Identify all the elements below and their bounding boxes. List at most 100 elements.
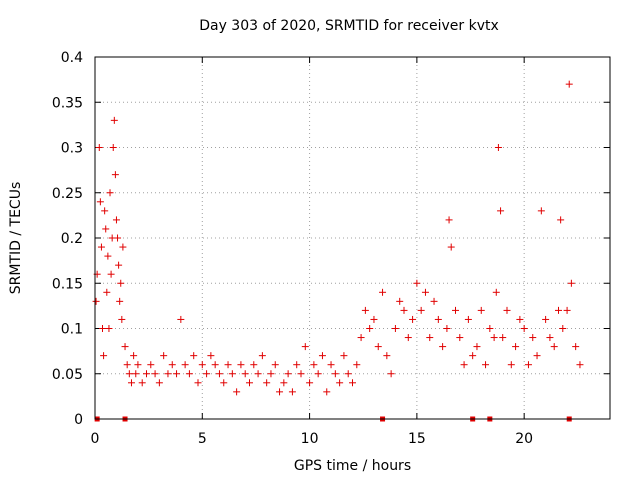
data-point: [118, 315, 126, 323]
data-point: [194, 379, 202, 387]
data-point: [280, 379, 288, 387]
chart-title: Day 303 of 2020, SRMTID for receiver kvt…: [199, 18, 499, 34]
data-point: [524, 361, 532, 369]
data-point: [404, 334, 412, 342]
data-point: [168, 361, 176, 369]
data-point: [155, 379, 163, 387]
y-tick-label: 0.4: [61, 50, 83, 66]
data-point: [97, 243, 105, 251]
y-tick-label: 0.25: [52, 186, 83, 202]
data-points: [92, 80, 584, 396]
data-point: [529, 334, 537, 342]
data-point: [499, 334, 507, 342]
data-point: [336, 379, 344, 387]
data-point: [276, 388, 284, 396]
data-point: [284, 370, 292, 378]
data-point: [130, 352, 138, 360]
data-point: [503, 306, 511, 314]
data-point: [114, 234, 122, 242]
data-point: [117, 279, 125, 287]
data-point: [203, 370, 211, 378]
data-point: [125, 370, 133, 378]
data-point: [557, 216, 565, 224]
data-point: [413, 279, 421, 287]
data-point: [443, 325, 451, 332]
data-point: [430, 297, 438, 305]
y-tick-label: 0.15: [52, 276, 83, 292]
data-point: [134, 361, 142, 369]
data-point: [127, 379, 135, 387]
data-point: [555, 306, 562, 314]
data-point: [537, 207, 545, 215]
data-point: [490, 334, 498, 342]
data-point: [147, 361, 155, 369]
data-point: [109, 144, 117, 151]
data-point: [96, 198, 104, 206]
data-point: [366, 325, 374, 332]
data-point: [572, 343, 580, 351]
data-point: [374, 343, 382, 351]
y-tick-label: 0.1: [61, 322, 83, 338]
data-point: [439, 343, 447, 351]
data-point: [237, 361, 245, 369]
data-point: [164, 370, 172, 378]
x-tick-label: 0: [91, 431, 100, 447]
data-point: [107, 270, 115, 278]
x-tick-label: 20: [515, 431, 533, 447]
data-point: [477, 306, 485, 314]
data-point: [110, 116, 118, 124]
data-point: [111, 171, 119, 179]
data-point: [469, 352, 477, 360]
data-point: [563, 306, 571, 314]
data-point: [177, 315, 185, 323]
grid-lines: [95, 57, 610, 419]
data-point: [123, 361, 131, 369]
data-point: [103, 288, 111, 296]
data-point: [327, 361, 335, 369]
data-point: [482, 361, 490, 369]
y-tick-label: 0.35: [52, 95, 83, 111]
data-point: [494, 144, 502, 151]
data-point: [115, 261, 123, 269]
data-point: [323, 388, 331, 396]
data-point: [119, 243, 127, 251]
y-axis: 0 0.05 0.1 0.15 0.2 0.25 0.3 0.35 0.4: [52, 50, 610, 428]
data-point: [421, 288, 429, 296]
data-point: [353, 361, 361, 369]
data-point: [361, 306, 369, 314]
y-tick-label: 0.3: [61, 141, 83, 157]
data-point: [92, 297, 100, 305]
data-point: [559, 325, 567, 332]
data-point: [160, 352, 168, 360]
data-point: [198, 361, 206, 369]
data-point: [331, 370, 339, 378]
data-point: [310, 361, 318, 369]
data-point: [507, 361, 515, 369]
data-point: [492, 288, 500, 296]
data-point: [426, 334, 434, 342]
data-point: [387, 370, 395, 378]
x-tick-label: 10: [301, 431, 319, 447]
data-point: [246, 379, 253, 387]
data-point: [576, 361, 584, 369]
data-point: [215, 370, 223, 378]
data-point: [452, 306, 459, 314]
data-point: [301, 343, 309, 351]
data-point: [396, 297, 404, 305]
data-point: [207, 352, 215, 360]
data-point: [512, 343, 520, 351]
data-point: [224, 361, 232, 369]
data-point: [190, 352, 198, 360]
data-point: [546, 334, 554, 342]
data-point: [100, 352, 108, 360]
data-point: [306, 379, 314, 387]
data-point: [340, 352, 348, 360]
y-tick-label: 0.2: [61, 231, 83, 247]
data-point: [349, 379, 356, 387]
data-point: [173, 370, 181, 378]
data-point: [293, 361, 301, 369]
data-point: [228, 370, 236, 378]
data-point: [138, 379, 146, 387]
data-point: [106, 189, 114, 197]
